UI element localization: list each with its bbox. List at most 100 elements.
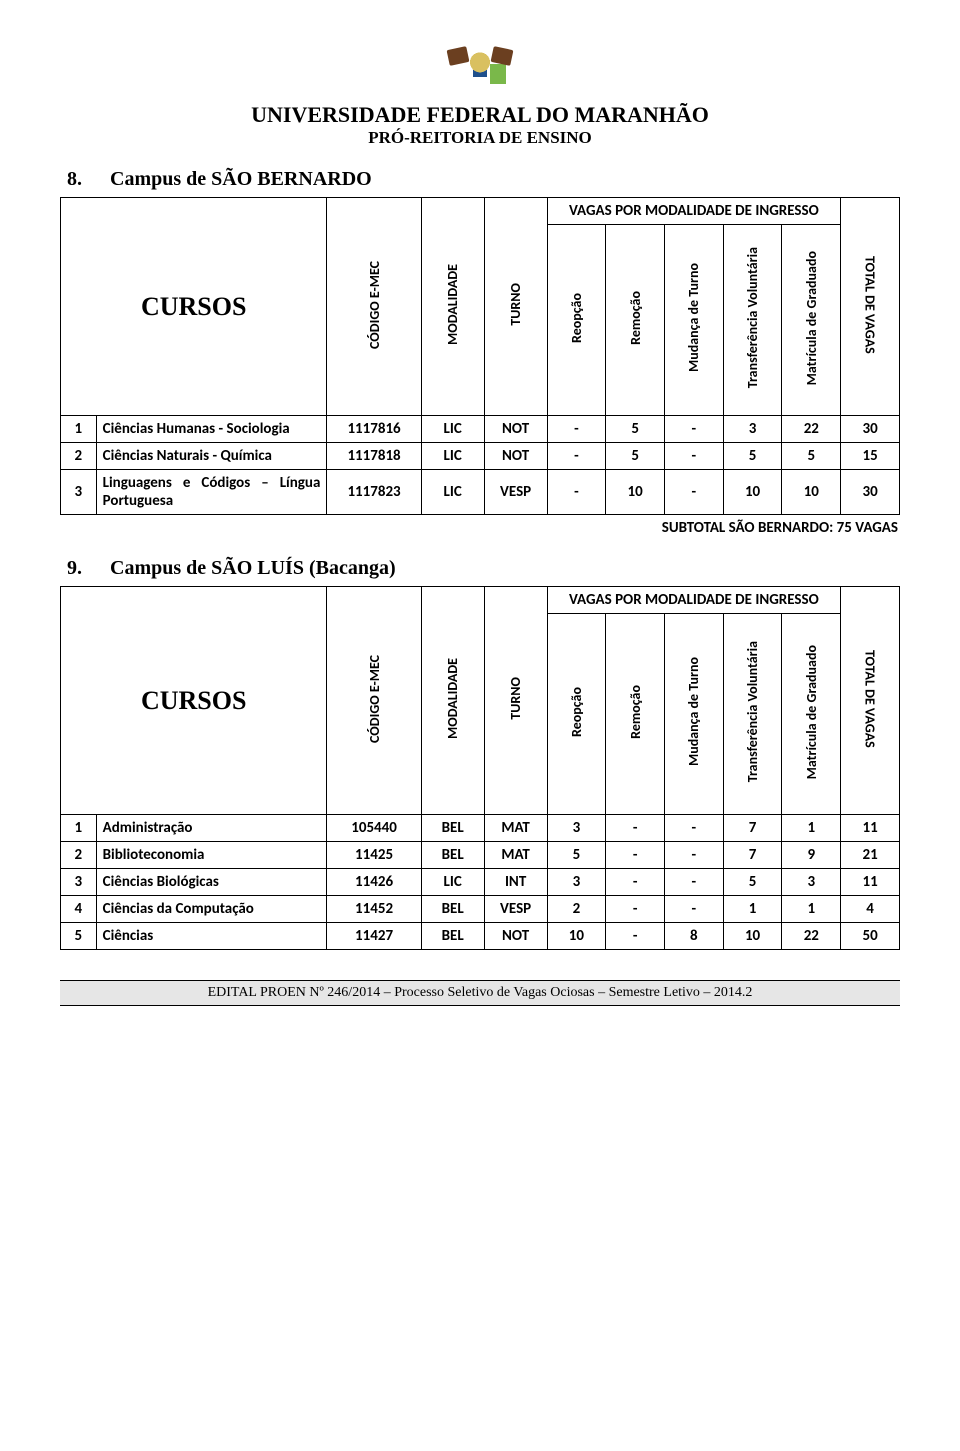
col-header-mudanca-2: Mudança de Turno <box>664 614 723 815</box>
cell-mod: LIC <box>421 470 484 515</box>
cell-mod: BEL <box>421 842 484 869</box>
cell-total: 21 <box>841 842 900 869</box>
cell-code: 11427 <box>327 923 421 950</box>
cell-matricula: 5 <box>782 443 841 470</box>
table-sao-luis: CURSOS CÓDIGO E-MEC MODALIDADE TURNO VAG… <box>60 586 900 950</box>
cell-name: Ciências da Computação <box>96 896 327 923</box>
cell-mod: BEL <box>421 815 484 842</box>
crest-icon <box>452 40 508 96</box>
cell-mudanca: - <box>664 842 723 869</box>
col-header-remocao-2: Remoção <box>606 614 665 815</box>
document-header: UNIVERSIDADE FEDERAL DO MARANHÃO PRÓ-REI… <box>60 40 900 148</box>
cell-name: Biblioteconomia <box>96 842 327 869</box>
cell-mudanca: - <box>664 416 723 443</box>
col-header-cursos-2: CURSOS <box>61 587 327 815</box>
cell-code: 1117818 <box>327 443 421 470</box>
cell-mudanca: 8 <box>664 923 723 950</box>
cell-name: Ciências <box>96 923 327 950</box>
table-row: 5Ciências11427BELNOT10-8102250 <box>61 923 900 950</box>
cell-remocao: - <box>606 869 665 896</box>
table-row: 1Administração105440BELMAT3--7111 <box>61 815 900 842</box>
col-header-turno: TURNO <box>484 198 547 416</box>
cell-matricula: 22 <box>782 923 841 950</box>
col-header-transf: Transferência Voluntária <box>723 225 782 416</box>
cell-idx: 1 <box>61 416 97 443</box>
table-row: 3Ciências Biológicas11426LICINT3--5311 <box>61 869 900 896</box>
cell-transf: 5 <box>723 869 782 896</box>
subtotal-sao-bernardo: SUBTOTAL SÃO BERNARDO: 75 VAGAS <box>60 519 898 537</box>
cell-reopcao: - <box>547 470 606 515</box>
cell-name: Linguagens e Códigos – Língua Portuguesa <box>96 470 327 515</box>
cell-code: 1117823 <box>327 470 421 515</box>
col-header-modalidade-2: MODALIDADE <box>421 587 484 815</box>
section-9-heading: 9. Campus de SÃO LUÍS (Bacanga) <box>60 557 900 580</box>
section-8-number: 8. <box>60 168 82 191</box>
cell-total: 50 <box>841 923 900 950</box>
cell-total: 30 <box>841 416 900 443</box>
cell-matricula: 1 <box>782 815 841 842</box>
cell-mudanca: - <box>664 896 723 923</box>
col-header-reopcao: Reopção <box>547 225 606 416</box>
col-header-group: VAGAS POR MODALIDADE DE INGRESSO <box>547 198 841 225</box>
cell-idx: 3 <box>61 470 97 515</box>
cell-total: 11 <box>841 815 900 842</box>
table-row: 3Linguagens e Códigos – Língua Portugues… <box>61 470 900 515</box>
cell-name: Ciências Humanas - Sociologia <box>96 416 327 443</box>
cell-matricula: 22 <box>782 416 841 443</box>
cell-idx: 5 <box>61 923 97 950</box>
table-row: 2Biblioteconomia11425BELMAT5--7921 <box>61 842 900 869</box>
cell-total: 30 <box>841 470 900 515</box>
cell-remocao: 5 <box>606 443 665 470</box>
table-sao-luis-body: 1Administração105440BELMAT3--71112Biblio… <box>61 815 900 950</box>
col-header-matricula-2: Matrícula de Graduado <box>782 614 841 815</box>
col-header-codigo: CÓDIGO E-MEC <box>327 198 421 416</box>
cell-mudanca: - <box>664 470 723 515</box>
col-header-group-2: VAGAS POR MODALIDADE DE INGRESSO <box>547 587 841 614</box>
cell-code: 1117816 <box>327 416 421 443</box>
cell-turn: NOT <box>484 416 547 443</box>
cell-reopcao: 3 <box>547 869 606 896</box>
cell-code: 11452 <box>327 896 421 923</box>
table-sao-bernardo-body: 1Ciências Humanas - Sociologia1117816LIC… <box>61 416 900 515</box>
cell-name: Administração <box>96 815 327 842</box>
col-header-turno-2: TURNO <box>484 587 547 815</box>
cell-mudanca: - <box>664 869 723 896</box>
table-row: 1Ciências Humanas - Sociologia1117816LIC… <box>61 416 900 443</box>
cell-code: 11426 <box>327 869 421 896</box>
cell-code: 11425 <box>327 842 421 869</box>
cell-mudanca: - <box>664 815 723 842</box>
cell-total: 4 <box>841 896 900 923</box>
cell-mod: LIC <box>421 869 484 896</box>
cell-reopcao: 3 <box>547 815 606 842</box>
cell-mod: BEL <box>421 896 484 923</box>
col-header-codigo-2: CÓDIGO E-MEC <box>327 587 421 815</box>
cell-idx: 2 <box>61 443 97 470</box>
cell-turn: VESP <box>484 896 547 923</box>
cell-mudanca: - <box>664 443 723 470</box>
cell-turn: MAT <box>484 842 547 869</box>
cell-reopcao: 5 <box>547 842 606 869</box>
cell-idx: 4 <box>61 896 97 923</box>
cell-total: 11 <box>841 869 900 896</box>
cell-reopcao: 2 <box>547 896 606 923</box>
cell-turn: VESP <box>484 470 547 515</box>
col-header-cursos: CURSOS <box>61 198 327 416</box>
cell-transf: 3 <box>723 416 782 443</box>
cell-transf: 1 <box>723 896 782 923</box>
cell-transf: 7 <box>723 815 782 842</box>
cell-mod: LIC <box>421 416 484 443</box>
cell-reopcao: - <box>547 443 606 470</box>
cell-remocao: - <box>606 842 665 869</box>
cell-turn: NOT <box>484 443 547 470</box>
cell-reopcao: 10 <box>547 923 606 950</box>
section-9-title: Campus de SÃO LUÍS (Bacanga) <box>110 557 396 580</box>
cell-transf: 5 <box>723 443 782 470</box>
section-9-number: 9. <box>60 557 82 580</box>
cell-mod: LIC <box>421 443 484 470</box>
cell-matricula: 1 <box>782 896 841 923</box>
cell-transf: 10 <box>723 470 782 515</box>
cell-remocao: 5 <box>606 416 665 443</box>
table-row: 2Ciências Naturais - Química1117818LICNO… <box>61 443 900 470</box>
cell-mod: BEL <box>421 923 484 950</box>
col-header-total-2: TOTAL DE VAGAS <box>841 587 900 815</box>
